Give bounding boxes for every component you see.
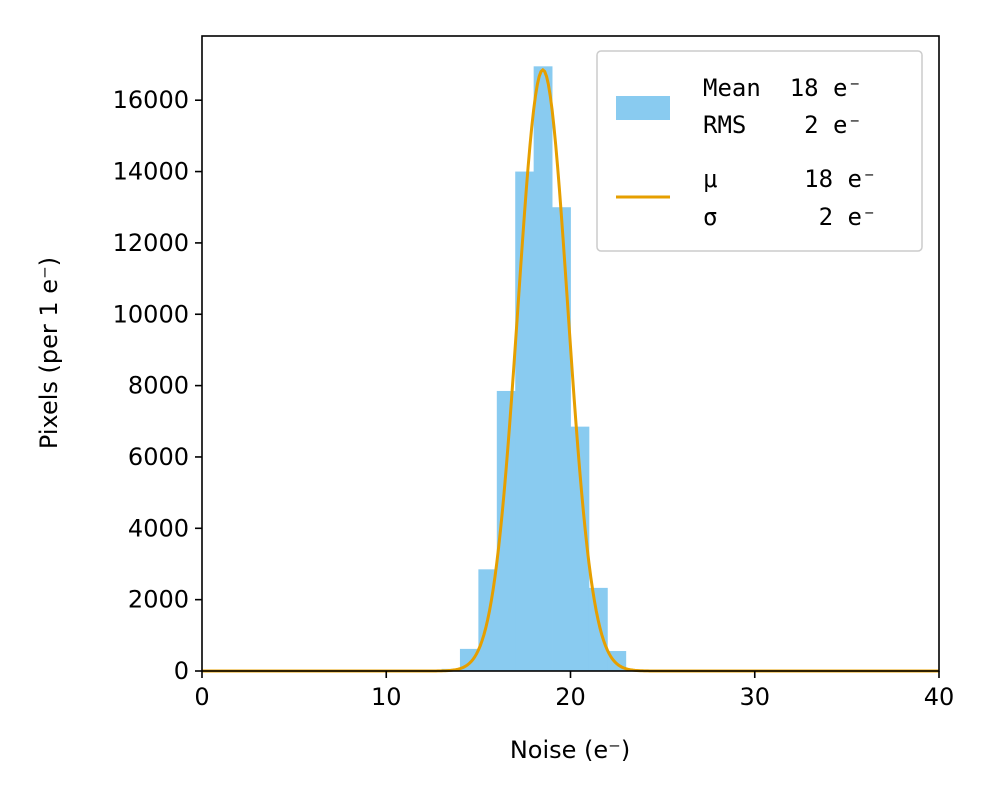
- y-tick-label: 4000: [128, 514, 189, 542]
- x-tick-label: 40: [924, 683, 955, 711]
- y-tick-label: 0: [174, 657, 189, 685]
- y-tick-label: 6000: [128, 443, 189, 471]
- legend-box: [596, 50, 923, 252]
- x-tick-label: 0: [194, 683, 209, 711]
- y-axis: 0 2000 4000 6000 8000 10000 12000 14000 16000: [113, 86, 202, 685]
- y-tick-label: 2000: [128, 586, 189, 614]
- x-axis-label: Noise (e⁻): [510, 736, 630, 764]
- histogram-bar: [533, 66, 553, 671]
- y-axis-label: Pixels (per 1 e⁻): [35, 257, 63, 449]
- x-tick-label: 20: [555, 683, 586, 711]
- y-tick-label: 12000: [113, 229, 189, 257]
- y-tick-label: 14000: [113, 158, 189, 186]
- histogram-bars: [441, 66, 627, 671]
- histogram-bar: [515, 171, 535, 671]
- histogram-bar: [552, 207, 571, 671]
- legend-fit-line-2: σ 2 e⁻: [703, 203, 876, 231]
- histogram-bar: [588, 587, 608, 671]
- legend-fit-line-1: μ 18 e⁻: [703, 165, 876, 193]
- x-tick-label: 30: [739, 683, 770, 711]
- y-tick-label: 10000: [113, 300, 189, 328]
- histogram-bar: [570, 426, 590, 671]
- legend-histogram-line-1: Mean 18 e⁻: [703, 74, 862, 102]
- legend-histogram-swatch: [616, 96, 670, 120]
- y-tick-label: 16000: [113, 86, 189, 114]
- x-tick-label: 10: [371, 683, 402, 711]
- x-axis: 0 10 20 30 40: [194, 671, 954, 711]
- histogram-bar: [496, 390, 516, 671]
- y-tick-label: 8000: [128, 372, 189, 400]
- legend: Mean 18 e⁻ RMS 2 e⁻ μ 18 e⁻ σ 2 e⁻: [596, 50, 923, 252]
- legend-histogram-line-2: RMS 2 e⁻: [703, 111, 862, 139]
